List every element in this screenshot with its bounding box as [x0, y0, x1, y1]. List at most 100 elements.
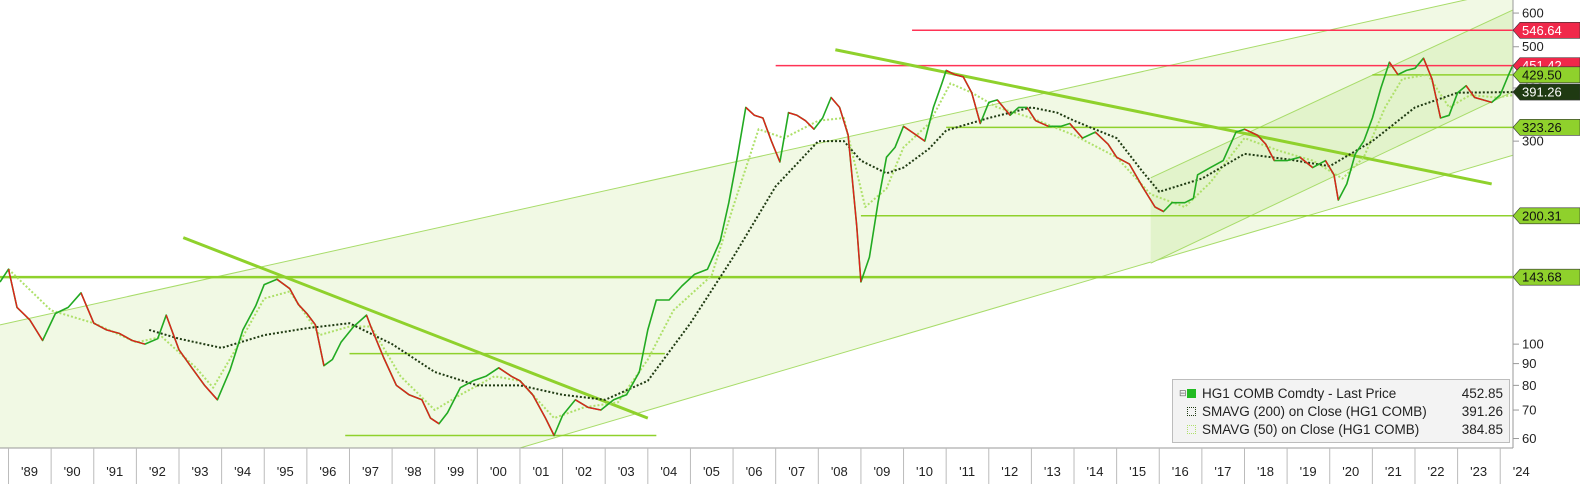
price-down-segment — [1128, 163, 1143, 187]
price-down-segment — [204, 384, 218, 401]
x-tick-label: '97 — [362, 464, 379, 479]
price-down-segment — [430, 417, 440, 425]
price-down-segment — [575, 399, 589, 409]
price-down-segment — [1431, 78, 1442, 119]
x-tick-label: '03 — [618, 464, 635, 479]
price-down-segment — [1035, 120, 1049, 127]
series-line-3 — [7, 73, 1513, 420]
x-tick-label: '98 — [405, 464, 422, 479]
price-tag-label: 391.26 — [1522, 85, 1562, 100]
x-tick-label: '00 — [490, 464, 507, 479]
price-down-segment — [29, 319, 44, 341]
price-down-segment — [421, 399, 432, 419]
price-down-segment — [971, 92, 981, 124]
legend-label: SMAVG (200) on Close (HG1 COMB) — [1202, 403, 1427, 419]
legend-row-2: SMAVG (200) on Close (HG1 COMB) 391.26 — [1179, 402, 1503, 420]
price-down-segment — [1069, 123, 1084, 139]
legend-row-1: ⊟ HG1 COMB Comdty - Last Price 452.85 — [1179, 384, 1503, 402]
price-tag — [1512, 66, 1580, 84]
x-tick-label: '24 — [1513, 464, 1530, 479]
price-down-segment — [830, 96, 841, 108]
legend-toggle-icon[interactable]: ⊟ — [1179, 387, 1187, 398]
x-tick-label: '07 — [788, 464, 805, 479]
price-down-segment — [796, 114, 806, 122]
x-tick-label: '21 — [1385, 464, 1402, 479]
y-tick-label: 300 — [1522, 134, 1544, 149]
price-down-segment — [1026, 107, 1037, 122]
price-down-segment — [306, 313, 316, 326]
legend-swatch — [1187, 388, 1196, 398]
price-down-segment — [1094, 131, 1109, 145]
x-tick-label: '17 — [1214, 464, 1231, 479]
price-tag — [1512, 83, 1580, 101]
x-tick-label: '11 — [959, 464, 975, 479]
price-down-segment — [588, 406, 602, 411]
price-down-segment — [178, 349, 193, 369]
channel-lower-1 — [519, 154, 1513, 448]
price-tag-label: 546.64 — [1522, 23, 1562, 38]
price-tag-label: 429.50 — [1522, 67, 1562, 82]
channel-upper-2 — [1150, 9, 1513, 179]
y-tick-label: 80 — [1522, 378, 1536, 393]
x-tick-label: '01 — [532, 464, 549, 479]
x-tick-label: '13 — [1044, 464, 1061, 479]
x-tick-label: '99 — [447, 464, 464, 479]
price-down-segment — [118, 332, 133, 342]
legend-value: 384.85 — [1461, 421, 1503, 437]
price-down-segment — [1465, 85, 1476, 98]
y-tick-label: 500 — [1522, 39, 1544, 54]
x-tick-label: '10 — [916, 464, 933, 479]
x-tick-label: '89 — [21, 464, 38, 479]
x-tick-label: '18 — [1257, 464, 1274, 479]
x-tick-label: '09 — [873, 464, 890, 479]
x-tick-label: '12 — [1001, 464, 1018, 479]
x-tick-label: '95 — [277, 464, 294, 479]
y-tick-label: 60 — [1522, 431, 1536, 446]
legend-value: 391.26 — [1461, 403, 1503, 419]
price-tag — [1512, 119, 1580, 136]
price-down-segment — [532, 394, 547, 419]
price-down-segment — [276, 278, 291, 290]
price-down-segment — [1474, 96, 1484, 101]
price-tag — [1512, 268, 1580, 286]
price-down-segment — [314, 324, 325, 366]
price-down-segment — [1107, 143, 1118, 158]
trend-line-1 — [182, 236, 649, 420]
x-tick-label: '08 — [831, 464, 848, 479]
channel-upper-1 — [0, 0, 1468, 326]
price-down-segment — [370, 326, 385, 358]
legend-label: SMAVG (50) on Close (HG1 COMB) — [1202, 421, 1420, 437]
price-down-segment — [16, 306, 31, 321]
price-down-segment — [1422, 57, 1433, 80]
price-down-segment — [903, 125, 917, 136]
price-down-segment — [1256, 134, 1267, 145]
series-layer — [0, 57, 1513, 437]
price-down-segment — [855, 225, 862, 283]
price-tags: 546.64451.42429.50391.26323.26200.31143.… — [1512, 21, 1580, 286]
x-tick-label: '22 — [1427, 464, 1444, 479]
price-down-segment — [754, 114, 764, 119]
price-down-segment — [962, 76, 973, 93]
price-tag — [1512, 21, 1580, 39]
price-down-segment — [93, 322, 107, 331]
price-down-segment — [511, 375, 521, 382]
legend: ⊟ HG1 COMB Comdty - Last Price 452.85 SMAVG… — [1172, 379, 1510, 443]
legend-label: HG1 COMB Comdty - Last Price — [1202, 385, 1397, 401]
price-down-segment — [788, 111, 798, 116]
price-down-segment — [954, 73, 964, 78]
price-down-segment — [80, 292, 95, 324]
x-tick-label: '06 — [746, 464, 763, 479]
price-down-segment — [289, 288, 299, 305]
x-tick-label: '15 — [1129, 464, 1146, 479]
price-down-segment — [191, 367, 206, 386]
price-down-segment — [915, 134, 926, 142]
price-down-segment — [165, 314, 180, 351]
price-down-segment — [106, 329, 120, 335]
price-down-segment — [1299, 156, 1314, 169]
trend-line-2 — [835, 48, 1492, 186]
price-down-segment — [498, 367, 512, 377]
x-tick-label: '94 — [234, 464, 251, 479]
x-tick-label: '05 — [703, 464, 720, 479]
price-down-segment — [131, 339, 146, 345]
legend-swatch — [1187, 424, 1196, 434]
